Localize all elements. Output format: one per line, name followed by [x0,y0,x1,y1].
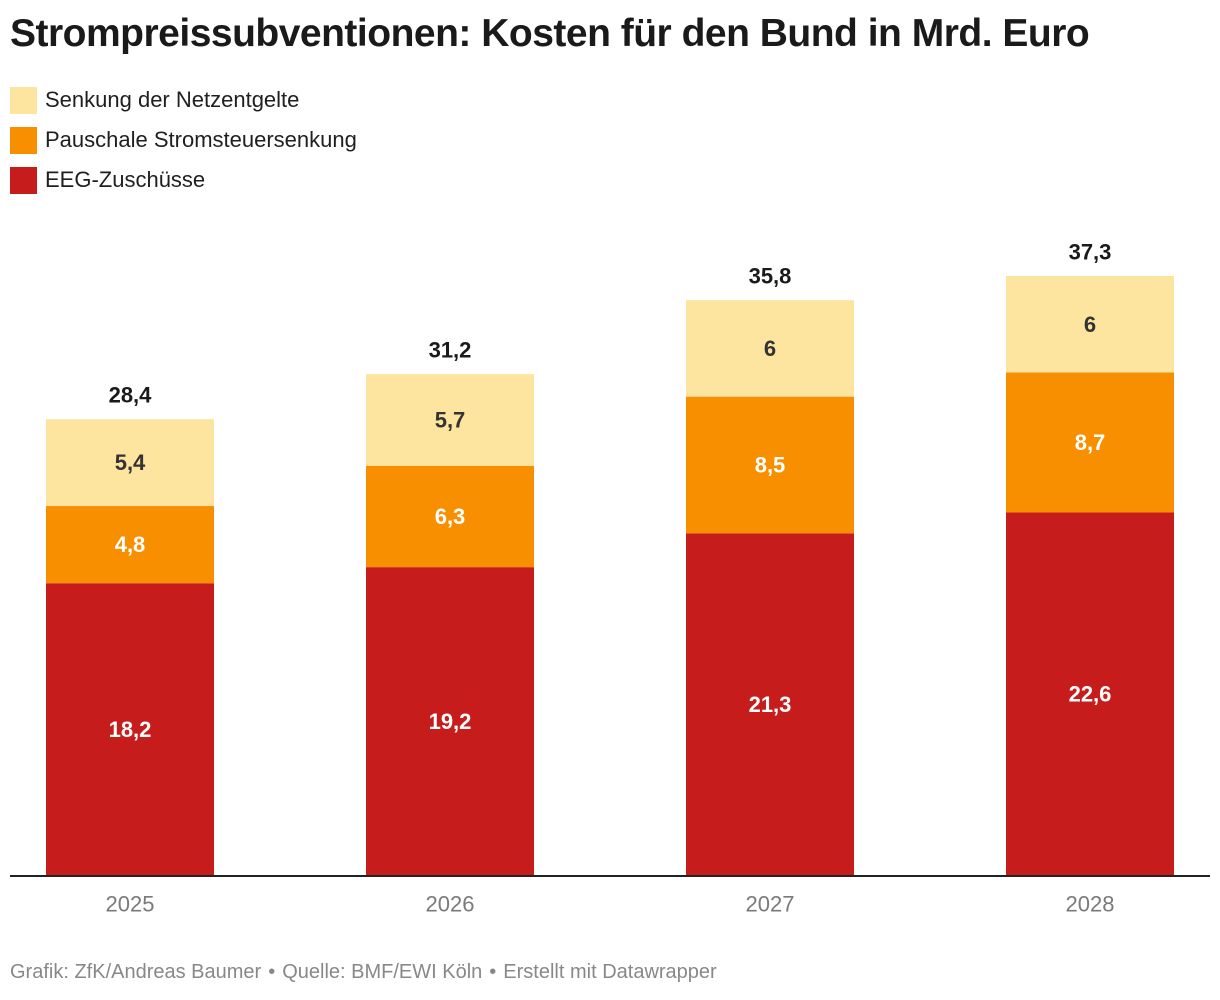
footer-separator: • [268,961,276,983]
legend-swatch-netzentgelte [10,86,37,114]
x-tick-label-2028: 2028 [1066,892,1115,917]
legend: Senkung der Netzentgelte Pauschale Strom… [10,80,357,200]
bar-pauschale-stromsteuersenkung-2028 [1006,372,1174,513]
bar-label-eeg-zusch-sse-2027: 21,3 [749,692,792,717]
legend-item-stromsteuer: Pauschale Stromsteuersenkung [10,120,357,160]
footer-tool: Erstellt mit Datawrapper [503,961,717,983]
bar-senkung-der-netzentgelte-2025 [46,419,214,507]
legend-label-stromsteuer: Pauschale Stromsteuersenkung [45,127,357,152]
bar-eeg-zusch-sse-2025 [46,583,214,876]
bar-label-eeg-zusch-sse-2026: 19,2 [429,709,472,734]
chart-title: Strompreissubventionen: Kosten für den B… [10,12,1090,55]
legend-label-netzentgelte: Senkung der Netzentgelte [45,87,300,112]
x-tick-label-2025: 2025 [106,892,155,917]
legend-item-netzentgelte: Senkung der Netzentgelte [10,80,357,120]
footer-credit: Grafik: ZfK/Andreas Baumer [10,961,262,983]
bar-label-senkung-der-netzentgelte-2028: 6 [1084,312,1096,337]
bar-label-pauschale-stromsteuersenkung-2028: 8,7 [1075,430,1106,455]
legend-label-eeg: EEG-Zuschüsse [45,167,206,192]
total-label-2026: 31,2 [429,338,472,363]
bar-senkung-der-netzentgelte-2026 [366,374,534,466]
bar-senkung-der-netzentgelte-2027 [686,300,854,397]
bar-label-pauschale-stromsteuersenkung-2025: 4,8 [115,532,146,557]
bar-label-pauschale-stromsteuersenkung-2026: 6,3 [435,504,466,529]
bar-label-senkung-der-netzentgelte-2025: 5,4 [115,450,146,475]
total-label-2025: 28,4 [109,383,153,408]
total-label-2027: 35,8 [749,264,792,289]
bar-label-eeg-zusch-sse-2028: 22,6 [1069,682,1112,707]
legend-item-eeg: EEG-Zuschüsse [10,160,357,200]
x-tick-label-2026: 2026 [426,892,475,917]
bar-pauschale-stromsteuersenkung-2025 [46,506,214,584]
legend-swatch-eeg [10,166,37,194]
bar-eeg-zusch-sse-2028 [1006,512,1174,876]
total-label-2028: 37,3 [1069,240,1112,265]
bar-label-senkung-der-netzentgelte-2026: 5,7 [435,407,466,432]
bar-eeg-zusch-sse-2026 [366,567,534,876]
footer-separator: • [489,961,497,983]
legend-swatch-stromsteuer [10,126,37,154]
bar-label-senkung-der-netzentgelte-2027: 6 [764,336,776,361]
footer-source: Quelle: BMF/EWI Köln [282,961,483,983]
bar-senkung-der-netzentgelte-2028 [1006,276,1174,373]
bar-label-eeg-zusch-sse-2025: 18,2 [109,717,152,742]
bar-label-pauschale-stromsteuersenkung-2027: 8,5 [755,453,786,478]
x-tick-label-2027: 2027 [746,892,795,917]
bar-pauschale-stromsteuersenkung-2026 [366,465,534,568]
footer: Grafik: ZfK/Andreas Baumer • Quelle: BMF/E… [10,961,717,984]
bar-pauschale-stromsteuersenkung-2027 [686,396,854,534]
bar-eeg-zusch-sse-2027 [686,533,854,876]
